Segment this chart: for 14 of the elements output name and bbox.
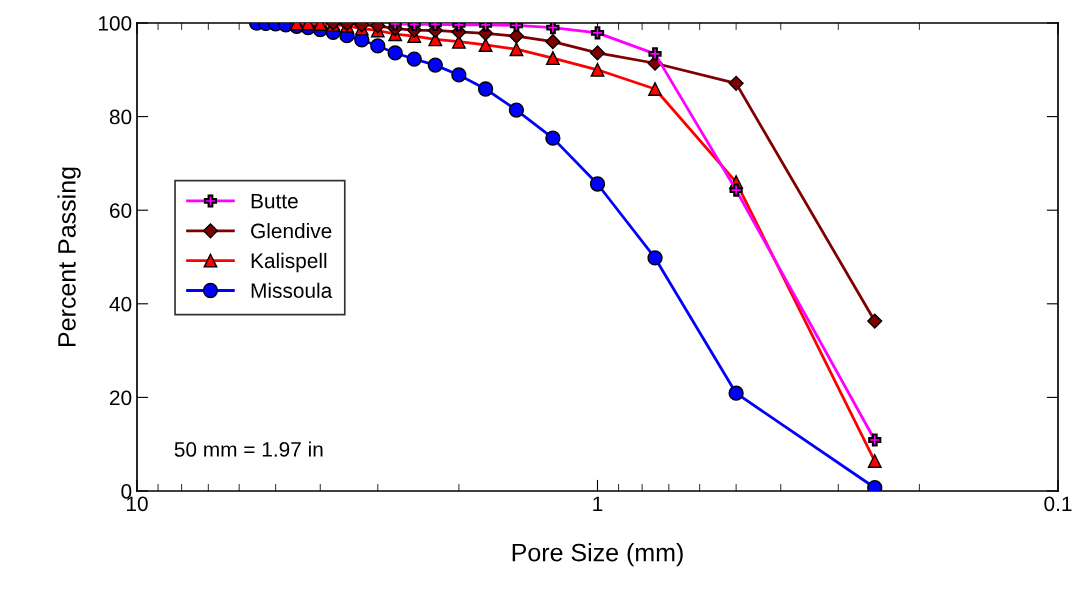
y-tick-label: 40 (109, 296, 132, 312)
y-tick-label: 80 (109, 109, 132, 125)
y-axis-title: Percent Passing (57, 167, 81, 346)
legend-label: Kalispell (251, 252, 327, 273)
x-axis-title: Pore Size (mm) (512, 543, 683, 567)
y-tick-label: 100 (98, 16, 132, 31)
y-tick-label: 20 (110, 390, 132, 406)
annotation: 50 mm = 1.97 in (174, 441, 323, 457)
legend-label: Butte (251, 193, 298, 209)
y-tick-label: 60 (110, 203, 132, 218)
legend-label: Glendive (251, 223, 332, 239)
x-tick-label: 0.1 (1044, 496, 1072, 512)
legend-label: Missoula (251, 282, 333, 298)
x-tick-label: 1 (593, 496, 603, 511)
